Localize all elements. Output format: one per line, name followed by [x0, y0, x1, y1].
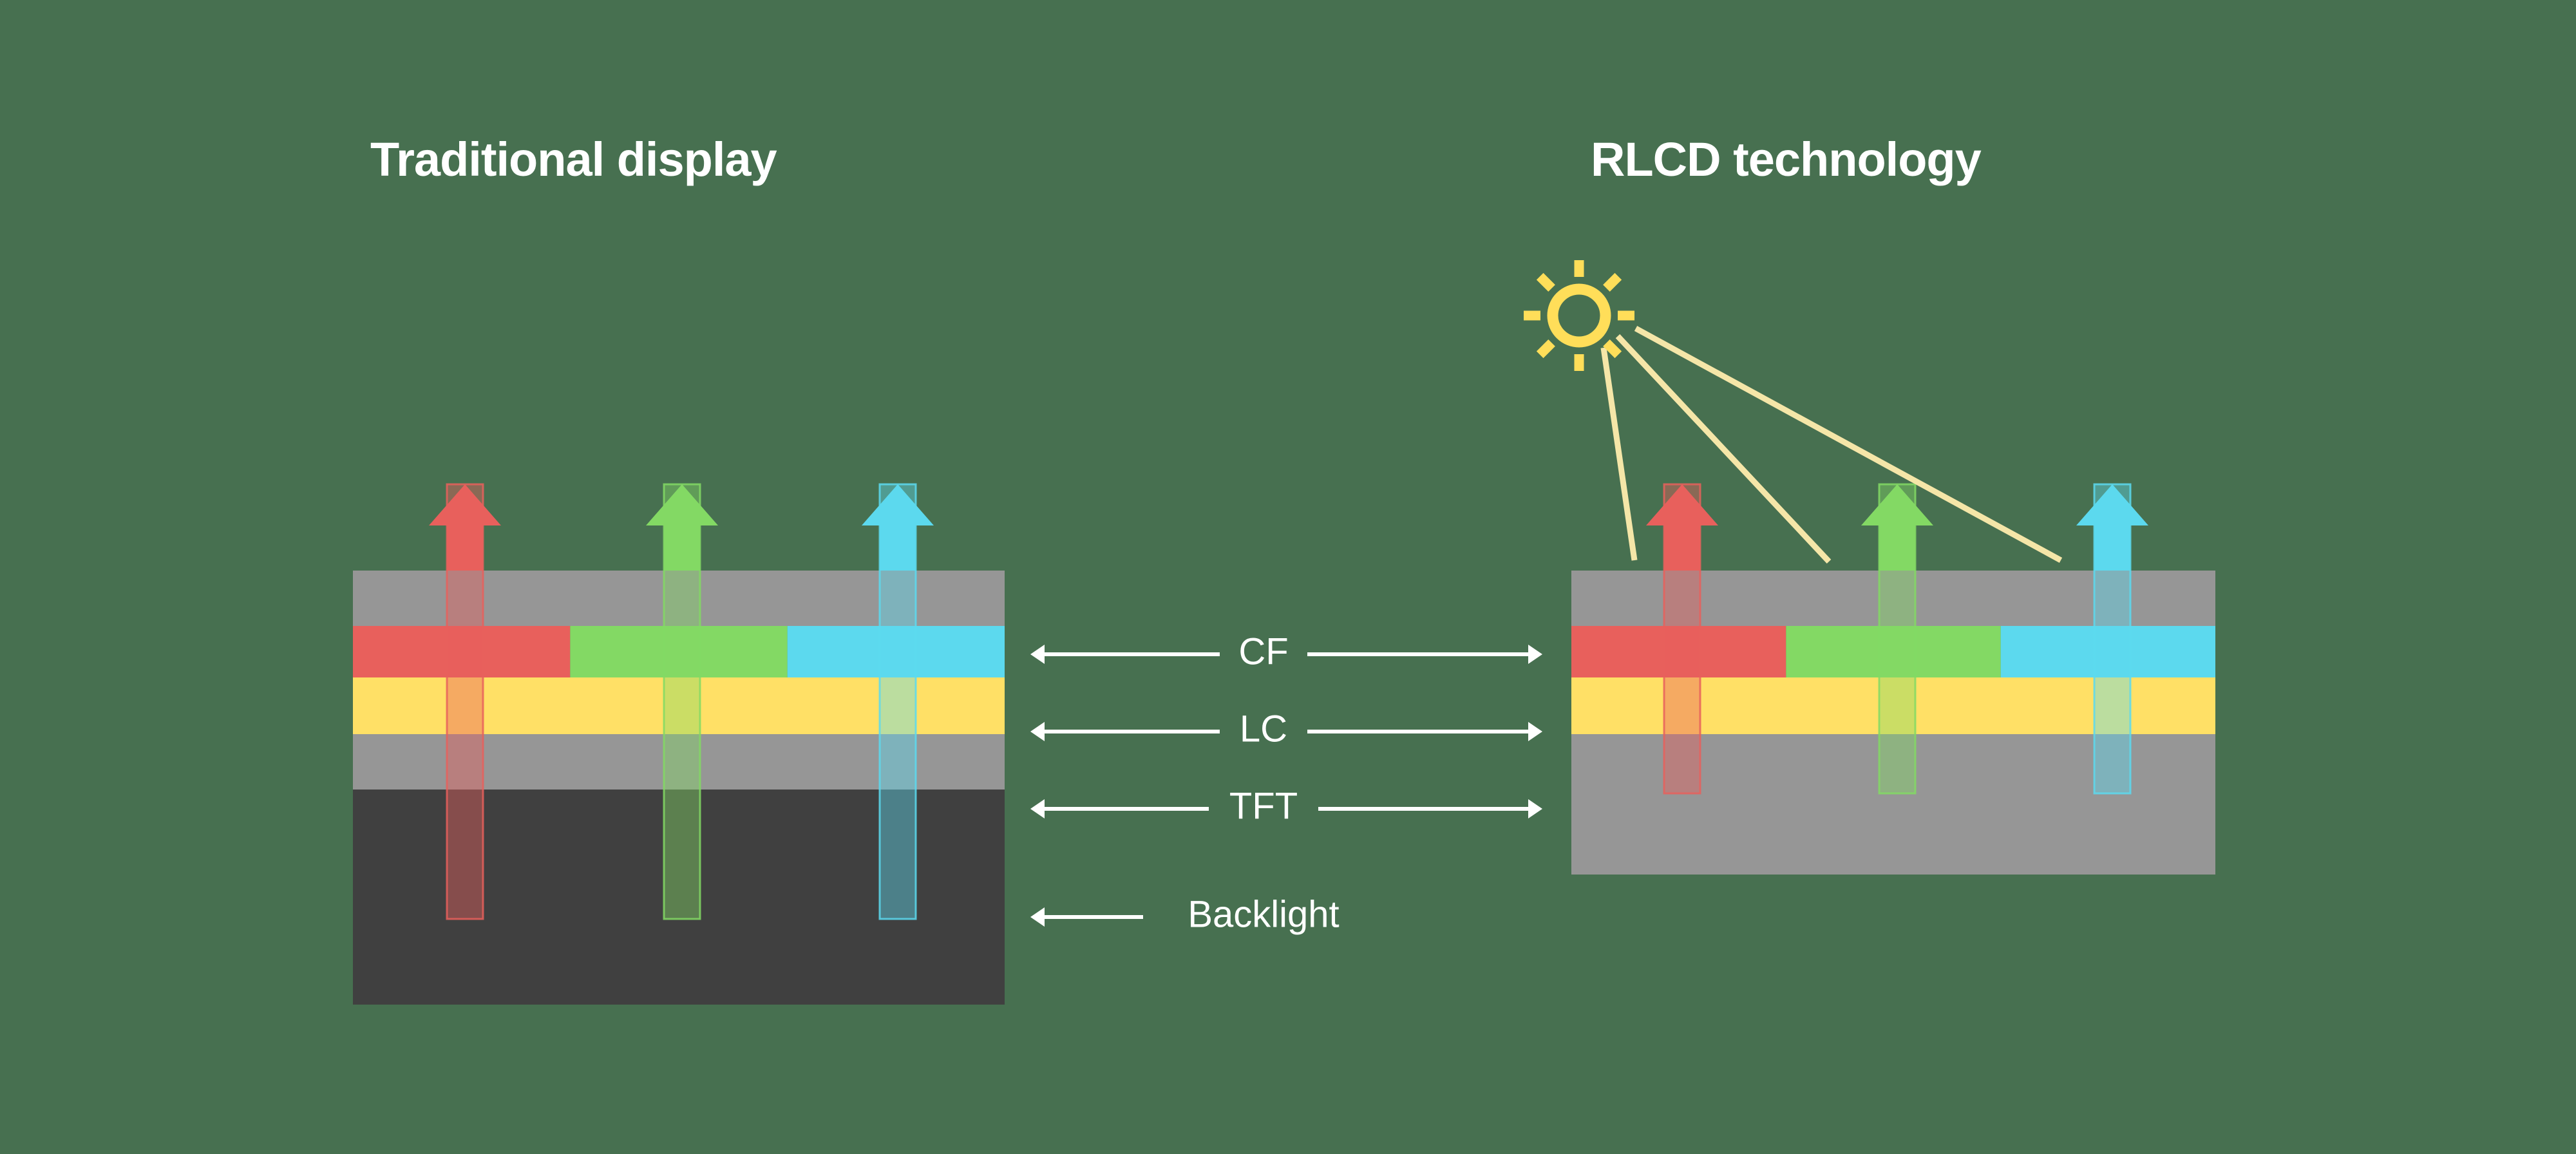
rlcd-layer-liquid-crystal — [1571, 677, 2215, 734]
traditional-color-filter-cf-cyan — [787, 626, 1005, 677]
label-backlight: Backlight — [1188, 893, 1339, 935]
sunbeam-2 — [1615, 334, 1832, 564]
label-cf-right-arrowhead — [1528, 645, 1542, 664]
light-ray-cyan-solid-head — [2076, 484, 2148, 571]
light-ray-red-solid-head — [1646, 484, 1718, 571]
label-tft: TFT — [1229, 785, 1298, 827]
sunbeam-1 — [1600, 347, 1638, 561]
traditional-layer-liquid-crystal — [353, 677, 1005, 734]
sunbeam-3 — [1634, 326, 2063, 563]
traditional-layer-top-electrode — [353, 571, 1005, 626]
sun-icon-ray-3 — [1603, 339, 1622, 359]
label-tft-right-arrowhead — [1528, 799, 1542, 818]
traditional-layer-tft — [353, 734, 1005, 790]
light-ray-red-solid-head — [429, 484, 501, 571]
label-cf: CF — [1238, 630, 1288, 672]
sun-icon-disc — [1547, 283, 1611, 348]
label-lc-left-arrowhead — [1030, 722, 1045, 741]
rlcd-color-filter-cf-red — [1571, 626, 1786, 677]
panel-title-rlcd: RLCD technology — [1591, 133, 1982, 186]
rlcd-layer-top-electrode — [1571, 571, 2215, 626]
light-ray-green-solid-head — [1861, 484, 1933, 571]
label-tft-left-arrowhead — [1030, 799, 1045, 818]
label-cf-left-arrowhead — [1030, 645, 1045, 664]
light-ray-cyan-solid-head — [862, 484, 934, 571]
label-lc-right-arrowhead — [1528, 722, 1542, 741]
traditional-color-filter-cf-red — [353, 626, 571, 677]
sun-icon-ray-7 — [1536, 272, 1555, 292]
label-backlight-left-arrowhead — [1030, 907, 1045, 927]
traditional-layer-backlight — [353, 790, 1005, 1005]
rlcd-color-filter-cf-green — [1786, 626, 2001, 677]
sun-icon-ray-5 — [1536, 339, 1555, 359]
light-ray-green-solid-head — [646, 484, 718, 571]
traditional-color-filter-cf-green — [570, 626, 788, 677]
label-lc: LC — [1240, 708, 1287, 750]
rlcd-color-filter-cf-cyan — [2000, 626, 2215, 677]
rlcd-layer-tft — [1571, 734, 2215, 875]
sun-icon-ray-1 — [1603, 272, 1622, 292]
panel-title-traditional: Traditional display — [370, 133, 777, 186]
